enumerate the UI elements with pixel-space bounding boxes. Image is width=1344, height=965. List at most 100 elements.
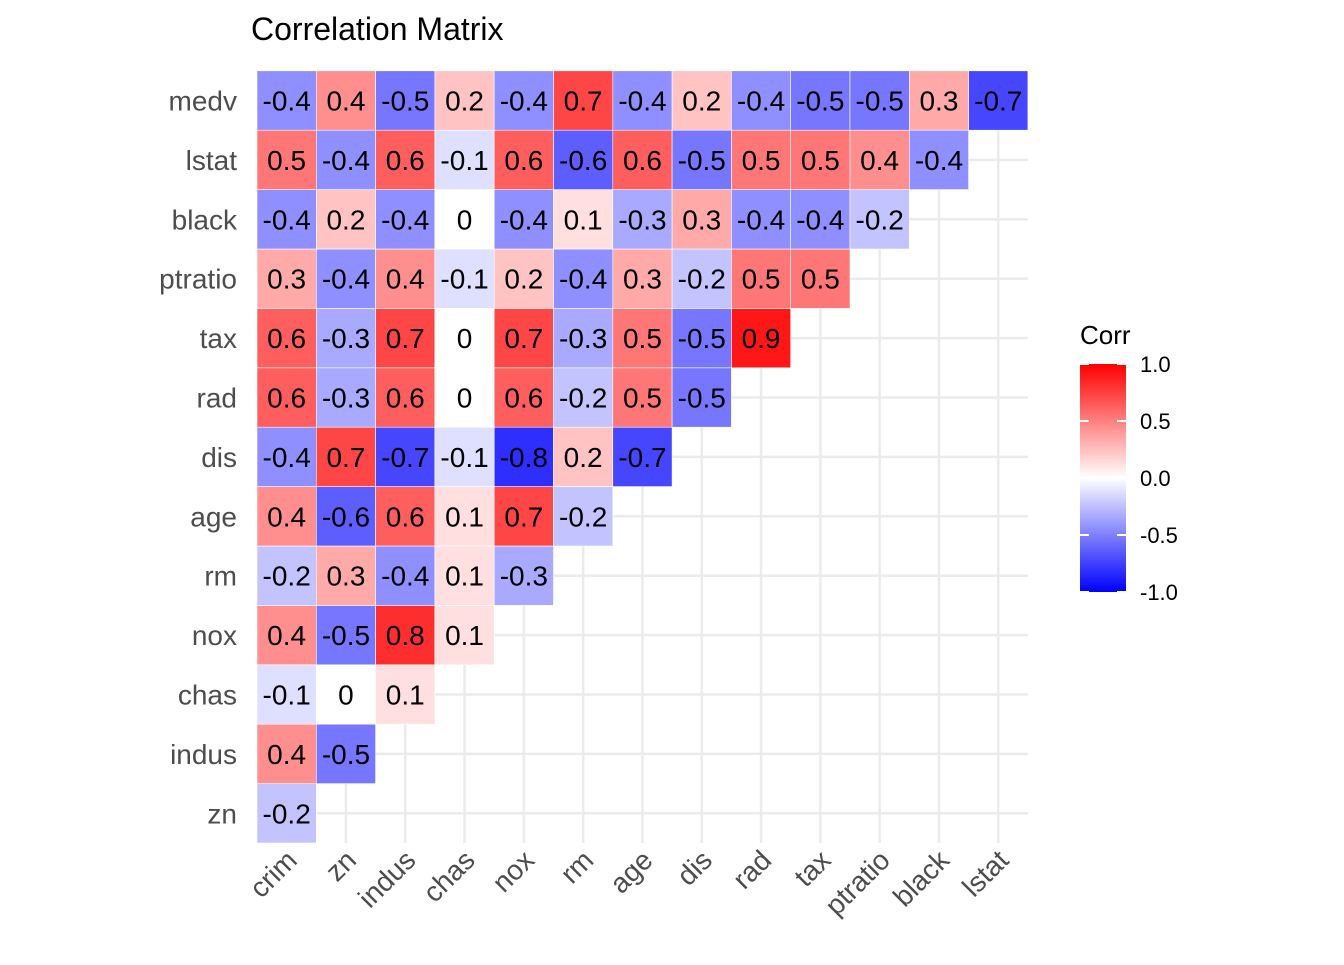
cell-value-label: -0.5: [856, 86, 904, 117]
x-tick-label: nox: [486, 844, 540, 898]
heatmap-cell: [375, 70, 436, 131]
heatmap-cell: [493, 308, 554, 369]
heatmap-cell: [908, 129, 969, 190]
heatmap-cell: [434, 308, 495, 369]
heatmap-cell: [375, 545, 436, 606]
heatmap-cell: [493, 70, 554, 131]
y-tick-label: ptratio: [159, 264, 237, 295]
x-tick-label: chas: [417, 844, 481, 908]
heatmap-cell: [315, 545, 376, 606]
chart-title: Correlation Matrix: [251, 11, 504, 47]
heatmap-cell: [375, 129, 436, 190]
cell-value-label: 0.4: [386, 264, 425, 295]
heatmap-cell: [671, 367, 732, 428]
x-tick-label: crim: [244, 844, 303, 903]
cell-value-label: 0.7: [504, 323, 543, 354]
heatmap-cell: [612, 426, 673, 487]
x-tick-label: rad: [727, 844, 778, 895]
legend-title: Corr: [1080, 320, 1131, 350]
cell-value-label: 0.5: [623, 383, 662, 414]
cell-value-label: 0: [338, 680, 354, 711]
heatmap-cell: [434, 605, 495, 666]
cell-value-label: 0.4: [267, 620, 306, 651]
cell-value-label: 0.2: [504, 264, 543, 295]
cell-value-label: 0.6: [504, 383, 543, 414]
cell-value-labels: -0.20.4 -0.5-0.1 0 0.10.4 -0.5 0.8 0.1-0.2 0.3-…: [263, 86, 1023, 830]
cell-value-label: 0.3: [682, 204, 721, 235]
heatmap-cell: [315, 426, 376, 487]
cell-value-label: 0.3: [267, 264, 306, 295]
cell-value-label: -0.4: [559, 264, 607, 295]
cell-value-label: 0.5: [801, 145, 840, 176]
cell-value-label: 0.1: [445, 561, 484, 592]
legend-tick-label: 1.0: [1140, 352, 1171, 377]
heatmap-cell: [731, 129, 792, 190]
cell-value-label: -0.4: [263, 442, 311, 473]
cell-value-label: 0.7: [326, 442, 365, 473]
cell-value-label: -0.5: [796, 86, 844, 117]
heatmap-cell: [553, 248, 614, 309]
x-tick-label: age: [604, 844, 659, 899]
cell-value-label: -0.5: [678, 145, 726, 176]
cell-value-label: -0.1: [440, 264, 488, 295]
cell-value-label: -0.7: [974, 86, 1022, 117]
heatmap-cell: [493, 129, 554, 190]
x-tick-label: lstat: [956, 844, 1014, 902]
cell-value-label: -0.2: [678, 264, 726, 295]
cell-value-label: -0.4: [322, 264, 370, 295]
legend: Corr 1.0 0.5 0.0 -0.5 -1.0: [1080, 320, 1178, 605]
cell-value-label: -0.4: [737, 86, 785, 117]
y-tick-label: indus: [170, 739, 237, 770]
cell-value-label: -0.3: [322, 323, 370, 354]
x-tick-label: dis: [671, 844, 718, 891]
cell-value-label: 0.4: [267, 501, 306, 532]
heatmap-cell: [256, 367, 317, 428]
cell-value-label: -0.3: [559, 323, 607, 354]
cell-value-label: 0.5: [623, 323, 662, 354]
y-tick-label: nox: [192, 620, 237, 651]
heatmap-cell: [315, 70, 376, 131]
cell-value-label: 0.5: [742, 264, 781, 295]
y-tick-label: rad: [197, 383, 237, 414]
cell-value-label: 0.7: [564, 86, 603, 117]
y-tick-label: black: [172, 204, 238, 235]
cell-value-label: -0.4: [381, 561, 429, 592]
heatmap-cell: [256, 605, 317, 666]
cell-value-label: 0.8: [386, 620, 425, 651]
legend-tick-label: -1.0: [1140, 580, 1178, 605]
cell-value-label: 0.6: [623, 145, 662, 176]
cell-value-label: 0.9: [742, 323, 781, 354]
x-tick-label: zn: [319, 844, 362, 887]
cell-value-label: 0.6: [267, 323, 306, 354]
cell-value-label: -0.4: [737, 204, 785, 235]
cell-value-label: -0.3: [618, 204, 666, 235]
y-tick-label: chas: [178, 680, 237, 711]
heatmap-cell: [434, 129, 495, 190]
cell-value-label: 0: [457, 383, 473, 414]
heatmap-cell: [671, 189, 732, 250]
heatmap-cell: [612, 129, 673, 190]
cell-value-label: 0.2: [326, 204, 365, 235]
heatmap-cell: [315, 367, 376, 428]
x-tick-label: tax: [788, 844, 836, 892]
heatmap-cell: [849, 70, 910, 131]
cell-value-label: 0.4: [267, 739, 306, 770]
y-tick-label: zn: [207, 798, 237, 829]
heatmap-cell: [434, 248, 495, 309]
legend-ticks: 1.0 0.5 0.0 -0.5 -1.0: [1080, 352, 1178, 605]
heatmap-tiles: [256, 70, 1029, 844]
cell-value-label: 0.5: [742, 145, 781, 176]
heatmap-cell: [315, 129, 376, 190]
cell-value-label: 0.3: [623, 264, 662, 295]
heatmap-cell: [375, 189, 436, 250]
heatmap-cell: [553, 308, 614, 369]
cell-value-label: 0.3: [326, 561, 365, 592]
heatmap-cell: [434, 70, 495, 131]
cell-value-label: -0.2: [263, 561, 311, 592]
cell-value-label: 0.5: [801, 264, 840, 295]
x-tick-label: black: [887, 844, 956, 913]
heatmap-cell: [553, 367, 614, 428]
cell-value-label: -0.2: [559, 501, 607, 532]
cell-value-label: -0.2: [263, 798, 311, 829]
